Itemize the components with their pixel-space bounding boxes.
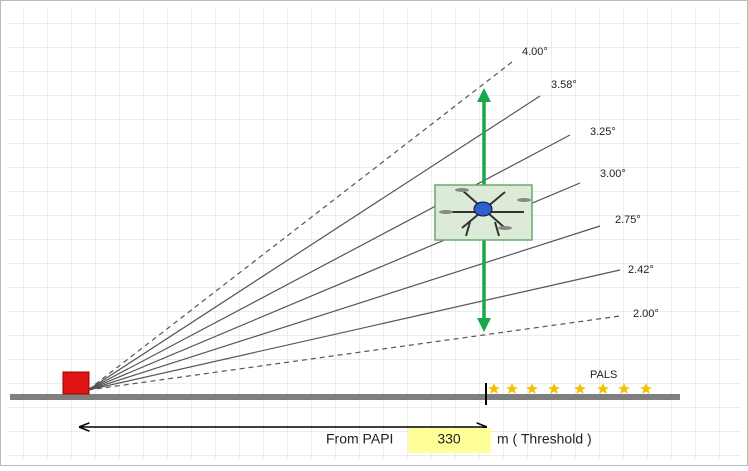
angle-label: 3.00° (600, 168, 626, 180)
grid (8, 8, 740, 458)
distance-value: 330 (437, 431, 461, 447)
papi-unit (63, 372, 89, 394)
drone (435, 185, 532, 240)
angle-label: 2.75° (615, 214, 641, 226)
runway (10, 394, 680, 400)
angle-label: 3.25° (590, 126, 616, 138)
pals-label: PALS (590, 369, 617, 381)
distance-suffix: m ( Threshold ) (497, 431, 592, 447)
diagram: 4.00° 3.58° 3.25° 3.00° 2.75° 2.42° 2.00… (0, 0, 748, 466)
angle-label: 3.58° (551, 79, 577, 91)
angle-label: 2.00° (633, 308, 659, 320)
distance-prefix: From PAPI (326, 431, 393, 447)
angle-label: 4.00° (522, 46, 548, 58)
angle-label: 2.42° (628, 264, 654, 276)
